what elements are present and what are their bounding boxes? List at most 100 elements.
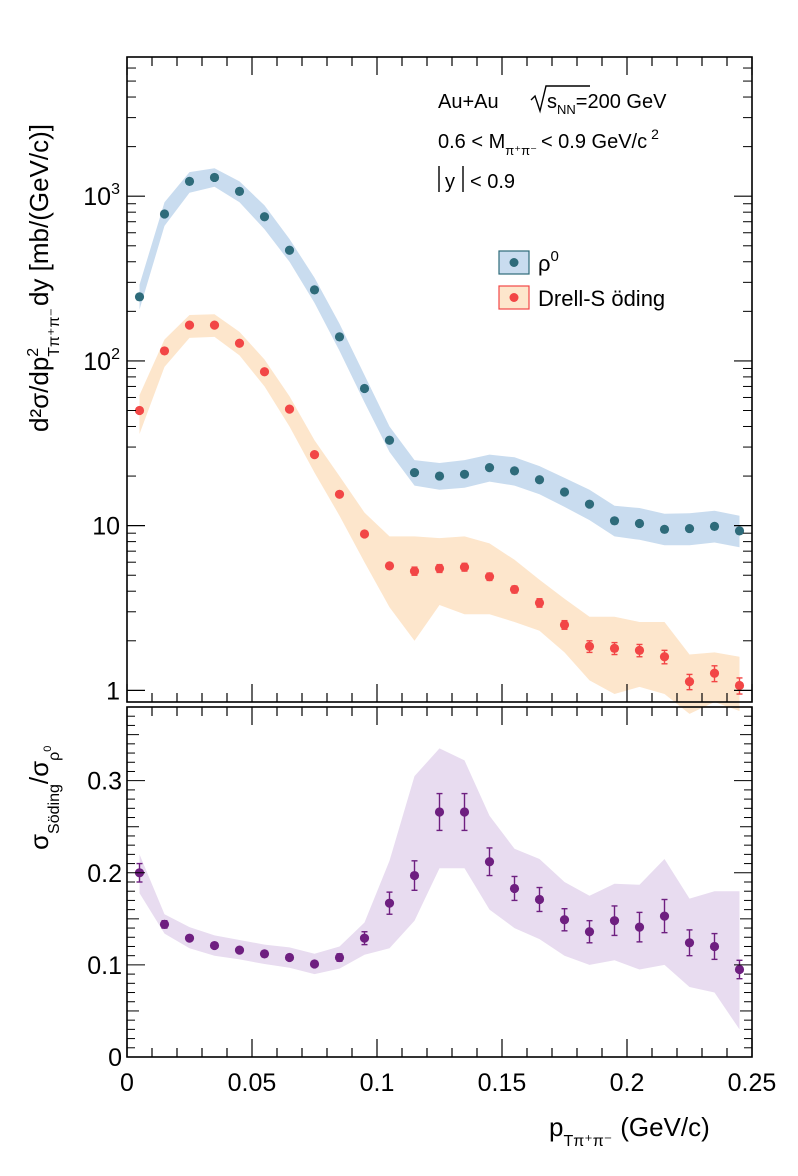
x-tick-labels: 0 0.05 0.1 0.15 0.2 0.25 [120,1069,776,1097]
ds-point [334,489,345,499]
bottom-ylabel-sub1: Söding [46,784,63,834]
bottom-ylabel-sup2: 0 [42,746,54,752]
ds-point [634,645,645,655]
rho-point [159,209,170,219]
annotation-mass-sup: 2 [651,126,659,142]
rho-point [409,467,420,478]
rho-point [309,285,320,295]
ds-point [734,680,745,691]
ratio-point [309,959,320,969]
top-frame [126,56,753,703]
top-ylabel-sup: 2 [25,348,42,357]
svg-text:Drell-S öding: Drell-S öding [538,286,665,311]
ds-point [159,346,170,356]
ratio-point [559,915,570,925]
ratio-point [634,922,645,932]
legend-marker-ds [509,293,519,302]
annotation-collision: Au+Au [438,91,499,113]
top-y-tick-labels: 1 10 102 103 [83,181,120,705]
ds-point [684,677,695,687]
top-ylabel-tail: dy [mb/(GeV/c)] [24,124,54,306]
ratio-point [159,919,170,929]
bottom-ylabel-sigma1: σ [24,834,54,850]
ds-point [209,320,220,330]
ds-point [709,668,720,678]
ratio-point [509,883,520,894]
bottom-ticks [126,706,753,1058]
x-tick-label: 0.15 [478,1069,527,1097]
ds-point [234,338,245,348]
rho-point [284,245,295,255]
ds-band [139,314,740,714]
bottom-y-tick-label: 0 [108,1044,122,1072]
ratio-point [484,857,495,867]
ds-point [559,620,570,630]
rho-point [634,518,645,529]
ds-point [134,405,145,416]
rho-point [684,523,695,534]
top-panel: 1 10 102 103 [83,56,753,714]
ratio-point [259,949,270,959]
rho-point [359,383,370,394]
rho-point [659,524,670,534]
rho-point [584,499,595,509]
ds-point [659,652,670,662]
rho-point [334,332,345,342]
x-tick-label: 0.05 [228,1069,277,1097]
x-tick-label: 0.25 [728,1069,777,1097]
ds-point [409,566,420,576]
xlabel-sub: Tπ⁺π⁻ [563,1133,612,1150]
bottom-y-tick-labels: 0 0.1 0.2 0.3 [87,768,122,1072]
rho-point [559,487,570,497]
annotation-block: Au+Au sNN=200 GeV 0.6 < Mπ⁺π⁻ < 0.9 GeV/c… [438,85,667,193]
rho-point [484,463,495,473]
ds-point [484,572,495,582]
svg-text:sNN=200 GeV: sNN=200 GeV [547,91,667,117]
rho-point [609,516,620,526]
rho-point [234,186,245,196]
ratio-point [359,933,370,943]
annotation-energy-value: =200 GeV [576,91,667,113]
x-axis-title: pTπ⁺π⁻ (GeV/c) [549,1112,710,1150]
ratio-point [609,916,620,926]
xlabel-p: p [549,1112,563,1142]
top-ticks [126,56,753,702]
ds-point [284,404,295,414]
annotation-rapidity-cut: < 0.9 [470,171,515,193]
annotation-energy-s: s [547,91,557,113]
ratio-point [534,894,545,905]
ratio-point [284,952,295,963]
ds-point [309,449,320,460]
ratio-point [434,807,445,817]
ds-point [509,584,520,595]
top-ylabel-main: d²σ/dp [24,357,54,432]
rho-point [209,172,220,183]
top-ylabel-sub: Tπ⁺π⁻ [46,308,63,357]
ds-point [584,641,595,651]
rho-point [134,292,145,302]
annotation-mass-suffix: < 0.9 GeV/c [541,131,647,153]
ds-point [459,562,470,572]
ratio-point [409,870,420,881]
sqrt-sign-icon [530,85,590,114]
annotation-energy-sub: NN [557,102,576,117]
bottom-y-axis-title: σSöding/σρ0 [24,746,63,850]
rho-band [139,168,740,548]
ds-point [534,598,545,608]
rho-point [509,466,520,476]
ds-point [359,529,370,539]
ds-point [609,643,620,653]
rho-point [709,521,720,531]
rho-point [534,475,545,485]
legend-label-rho-sup: 0 [551,248,559,265]
x-tick-label: 0.2 [610,1069,645,1097]
rho-point [434,471,445,481]
bottom-points [134,807,745,975]
bottom-ylabel-sub2: ρ [46,752,63,761]
svg-text:y: y [445,171,455,193]
ratio-point [734,964,745,975]
bottom-y-tick-label: 0.3 [87,768,122,796]
legend-marker-rho [509,258,519,267]
legend-label-ds: Drell-S öding [538,286,665,311]
